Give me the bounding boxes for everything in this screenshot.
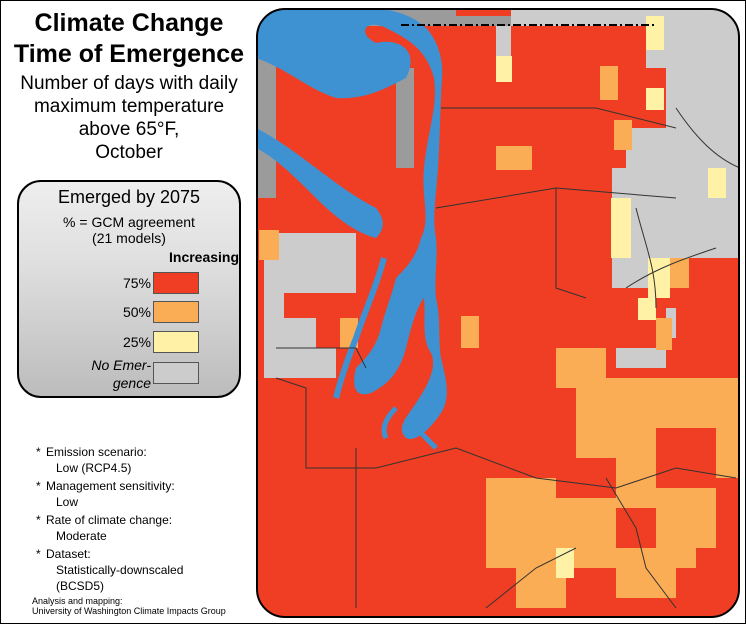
subtitle-line-4: October — [95, 142, 163, 163]
note-dataset-head: Dataset: — [46, 546, 256, 562]
legend-item-no-emergence: No Emer- gence — [19, 357, 239, 391]
legend-swatch-25 — [153, 331, 199, 353]
credit-line-1: Analysis and mapping: — [32, 596, 123, 606]
legend-item-50: 50% — [19, 301, 239, 325]
credit-line-2: University of Washington Climate Impacts… — [32, 606, 226, 616]
note-rate-head: Rate of climate change: — [46, 512, 256, 528]
note-emission-body: Low (RCP4.5) — [56, 461, 132, 475]
map-panel — [256, 8, 740, 618]
legend-swatch-75 — [153, 272, 199, 294]
note-management-head: Management sensitivity: — [46, 478, 256, 494]
note-rate-of-change: Rate of climate change: Moderate — [46, 512, 256, 544]
legend-swatch-50 — [153, 301, 199, 323]
emergence-25-regions — [496, 16, 726, 578]
map-title: Climate Change Time of Emergence — [0, 8, 258, 70]
note-dataset-body-2: (BCSD5) — [56, 579, 105, 593]
note-rate-body: Moderate — [56, 529, 107, 543]
county-boundaries — [275, 107, 739, 609]
title-line-1: Climate Change — [34, 9, 224, 37]
title-line-2: Time of Emergence — [13, 40, 245, 68]
hood-canal — [333, 257, 387, 399]
note-management-sensitivity: Management sensitivity: Low — [46, 478, 256, 510]
legend-label-25: 25% — [122, 334, 151, 350]
legend-item-75: 75% — [19, 272, 239, 296]
legend-label-no-emergence-line-2: gence — [112, 375, 151, 391]
credit: Analysis and mapping: University of Wash… — [32, 596, 226, 616]
legend-swatch-no-emergence — [153, 362, 199, 384]
note-emission-scenario: Emission scenario: Low (RCP4.5) — [46, 444, 256, 476]
legend-subtitle-line-2: (21 models) — [92, 230, 166, 246]
legend-box: Emerged by 2075 % = GCM agreement (21 mo… — [17, 180, 241, 398]
note-management-body: Low — [56, 495, 79, 509]
map-border — [256, 8, 740, 618]
legend-item-25: 25% — [19, 331, 239, 355]
note-dataset-body-1: Statistically-downscaled — [56, 563, 184, 577]
subtitle-line-1: Number of days with daily — [20, 73, 238, 94]
legend-subtitle: % = GCM agreement (21 models) — [19, 214, 239, 246]
water-body — [257, 9, 447, 439]
legend-subtitle-line-1: % = GCM agreement — [63, 214, 195, 230]
note-emission-head: Emission scenario: — [46, 444, 256, 460]
emergence-75-patches — [556, 258, 739, 498]
legend-label-no-emergence-line-1: No Emer- — [91, 357, 151, 373]
scenario-notes: Emission scenario: Low (RCP4.5) Manageme… — [46, 444, 256, 596]
legend-label-75: 75% — [122, 275, 151, 291]
legend-increasing-label: Increasing — [169, 249, 240, 265]
map-subtitle: Number of days with daily maximum temper… — [0, 72, 258, 164]
legend-label-no-emergence: No Emer- gence — [71, 356, 151, 392]
subtitle-line-2: maximum temperature — [33, 96, 225, 117]
south-sound — [381, 406, 438, 450]
subtitle-line-3: above 65°F, — [78, 119, 180, 140]
note-dataset: Dataset: Statistically-downscaled (BCSD5… — [46, 546, 256, 594]
legend-title: Emerged by 2075 — [57, 187, 201, 207]
legend-label-50: 50% — [122, 304, 151, 320]
